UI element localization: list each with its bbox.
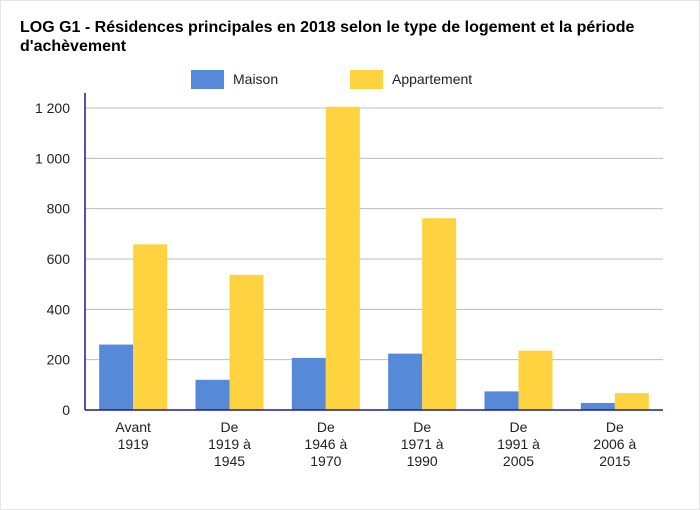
- x-tick-label-3-1: 1971 à: [401, 436, 444, 452]
- y-tick-label-1200: 1 200: [35, 100, 70, 116]
- y-tick-label-0: 0: [62, 402, 70, 418]
- x-tick-label-1-0: De: [221, 419, 239, 435]
- x-tick-label-2-2: 1970: [310, 453, 341, 469]
- legend-label-appartement: Appartement: [392, 71, 473, 87]
- legend-swatch-appartement: [350, 69, 383, 89]
- y-tick-label-600: 600: [47, 251, 71, 267]
- x-tick-label-1-1: 1919 à: [208, 436, 251, 452]
- x-tick-label-4-1: 1991 à: [497, 436, 540, 452]
- x-tick-label-3-0: De: [413, 419, 431, 435]
- bar-maison-4: [484, 391, 519, 410]
- bar-maison-5: [580, 402, 615, 410]
- bar-appartement-1: [229, 274, 264, 410]
- y-tick-label-400: 400: [47, 301, 71, 317]
- x-tick-label-5-2: 2015: [599, 453, 630, 469]
- bar-maison-0: [99, 344, 134, 410]
- y-tick-label-800: 800: [47, 201, 71, 217]
- bar-maison-1: [195, 379, 230, 410]
- legend-swatch-maison: [191, 69, 224, 89]
- bar-maison-3: [388, 353, 423, 410]
- x-tick-label-2-0: De: [317, 419, 335, 435]
- x-tick-label-4-0: De: [510, 419, 528, 435]
- x-tick-label-3-2: 1990: [407, 453, 438, 469]
- x-tick-label-2-1: 1946 à: [304, 436, 347, 452]
- legend-item-maison: Maison: [191, 68, 278, 90]
- x-tick-label-4-2: 2005: [503, 453, 534, 469]
- legend-label-maison: Maison: [233, 71, 279, 87]
- y-tick-label-1000: 1 000: [35, 150, 70, 166]
- legend-item-appartement: Appartement: [350, 68, 472, 90]
- x-tick-label-0-0: Avant: [115, 419, 151, 435]
- x-tick-label-5-1: 2006 à: [593, 436, 636, 452]
- chart-title: LOG G1 - Résidences principales en 2018 …: [20, 19, 635, 55]
- x-tick-label-5-0: De: [606, 419, 624, 435]
- x-tick-label-1-2: 1945: [214, 453, 245, 469]
- bar-appartement-5: [614, 393, 649, 410]
- bar-appartement-2: [325, 106, 360, 410]
- bar-maison-2: [291, 357, 326, 410]
- legend: Maison Appartement: [0, 68, 700, 90]
- bar-appartement-4: [518, 350, 553, 410]
- x-tick-label-0-1: 1919: [118, 436, 149, 452]
- bar-appartement-3: [422, 218, 457, 410]
- y-tick-label-200: 200: [47, 352, 71, 368]
- bar-appartement-0: [133, 244, 168, 410]
